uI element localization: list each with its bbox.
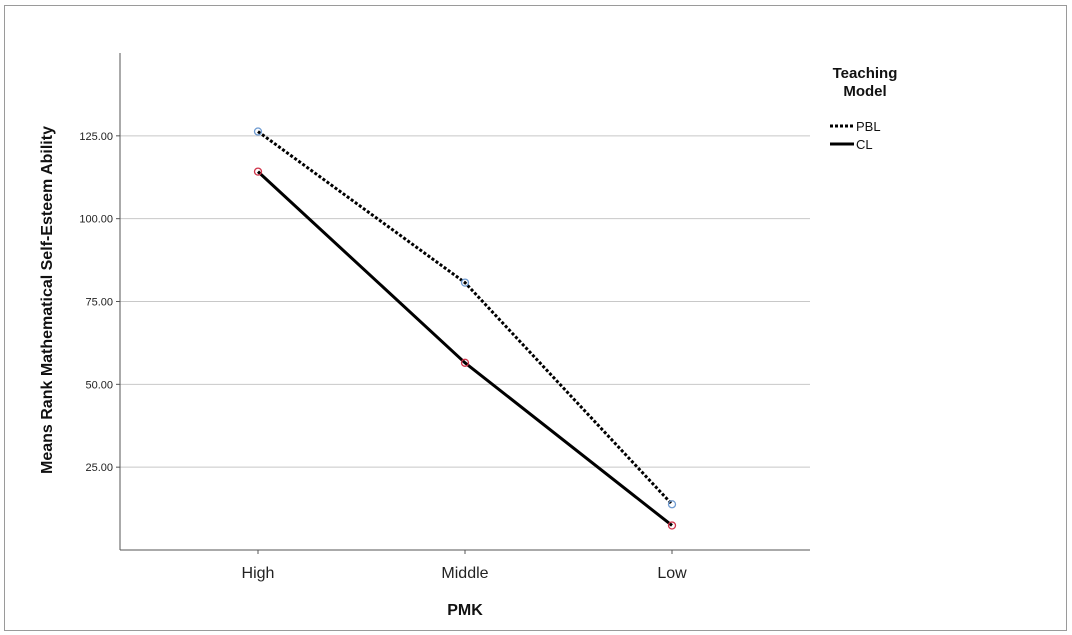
chart-frame [4, 5, 1067, 631]
x-tick-label-middle: Middle [441, 565, 488, 582]
x-axis-title: PMK [447, 602, 483, 619]
series-line-cl [256, 170, 673, 527]
data-point-cl-high [253, 167, 263, 176]
gridlines [116, 135, 810, 554]
y-tick-label: 75.00 [85, 297, 113, 309]
x-tick-label-low: Low [657, 565, 687, 582]
legend-title-line-1: Teaching [833, 65, 898, 82]
y-axis-title: Means Rank Mathematical Self-Esteem Abil… [39, 126, 56, 474]
y-tick-label: 100.00 [79, 214, 113, 226]
data-point-pbl-middle [460, 278, 470, 287]
series-markers [253, 127, 677, 530]
x-tick-labels: High Middle Low [242, 565, 688, 582]
data-point-cl-middle [460, 358, 470, 367]
y-tick-label: 25.00 [85, 462, 113, 474]
legend-label-cl: CL [856, 137, 873, 152]
legend: Teaching Model PBL CL [830, 65, 897, 152]
series-line-pbl [257, 130, 674, 506]
x-tick-label-high: High [242, 565, 275, 582]
series-lines [256, 130, 674, 527]
y-tick-label: 125.00 [79, 131, 113, 143]
legend-label-pbl: PBL [856, 119, 881, 134]
y-tick-label: 50.00 [85, 379, 113, 391]
y-tick-labels: 25.00 50.00 75.00 100.00 125.00 [79, 131, 113, 474]
data-point-pbl-low [667, 500, 677, 509]
legend-title-line-2: Model [843, 83, 886, 100]
data-point-pbl-high [253, 127, 263, 136]
data-point-cl-low [667, 521, 677, 530]
axes [119, 53, 810, 551]
